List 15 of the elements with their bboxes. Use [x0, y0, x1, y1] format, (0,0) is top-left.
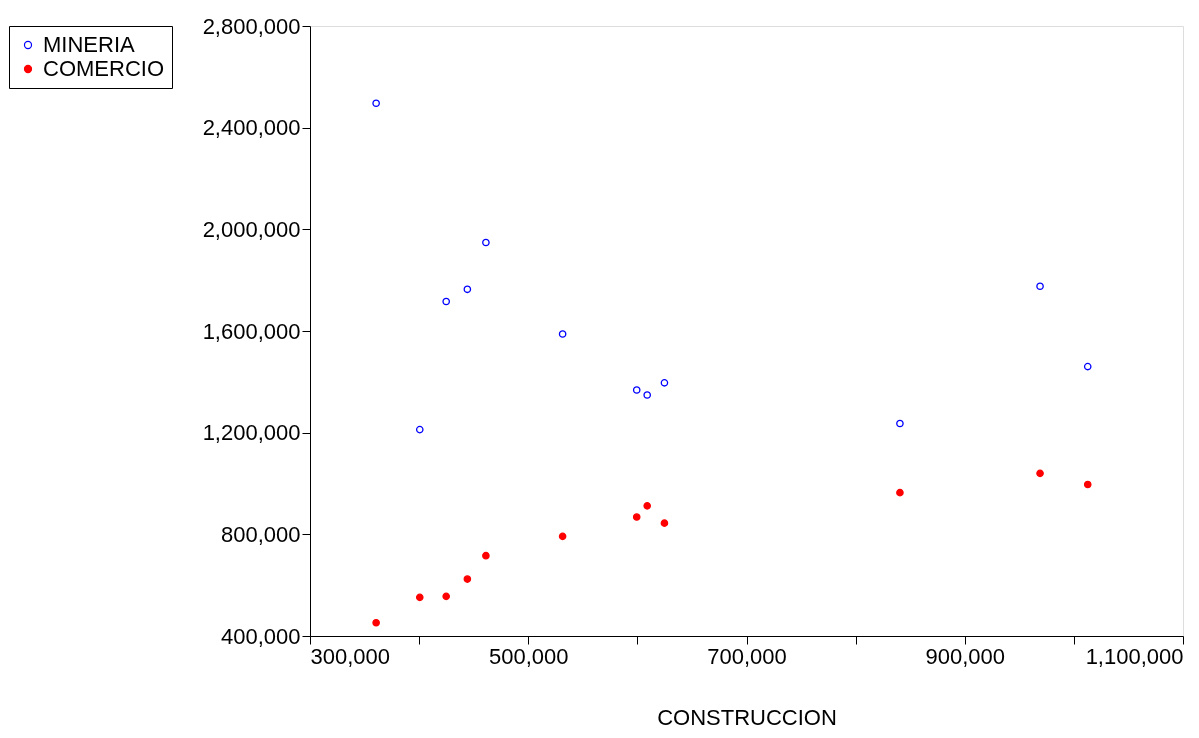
y-tick-label: 800,000: [220, 521, 301, 547]
x-tick-label: 500,000: [488, 643, 569, 669]
y-tick-label: 2,400,000: [202, 115, 301, 141]
x-axis-title: CONSTRUCCION: [657, 704, 837, 730]
y-tick-label: 2,800,000: [202, 13, 301, 39]
x-tick-label: 1,100,000: [1085, 643, 1184, 669]
y-tick-label: 1,200,000: [202, 420, 301, 446]
x-tick-label: 900,000: [925, 643, 1006, 669]
x-tick-label: 300,000: [310, 643, 391, 669]
y-tick-label: 400,000: [220, 623, 301, 649]
legend-label: COMERCIO: [43, 56, 164, 81]
y-tick-label: 2,000,000: [202, 216, 301, 242]
y-tick-label: 1,600,000: [202, 318, 301, 344]
legend-label: MINERIA: [43, 32, 135, 57]
x-tick-label: 700,000: [707, 643, 787, 669]
